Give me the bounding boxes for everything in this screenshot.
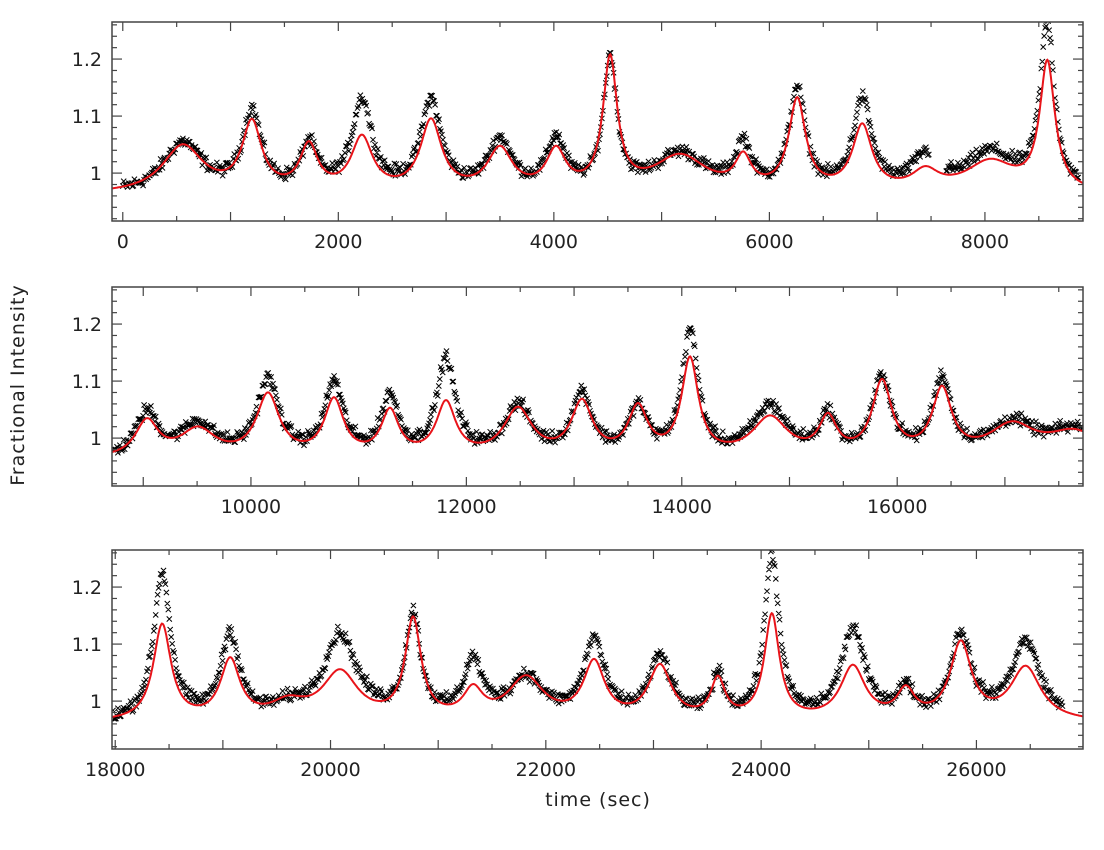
panel-frame — [111, 549, 1084, 750]
model-line — [112, 355, 1083, 454]
panel-3: 18000 20000 22000 24000 26000 1 1.1 1.2 — [72, 549, 1084, 781]
x-axis-label: time (sec) — [545, 789, 651, 811]
x-tick-label: 14000 — [652, 496, 712, 518]
x-tick-label: 10000 — [221, 496, 281, 518]
y-tick-label: 1 — [90, 691, 102, 713]
x-tick-label: 22000 — [516, 759, 576, 781]
y-tick-label: 1.1 — [72, 371, 102, 393]
y-tick-label: 1.2 — [72, 314, 102, 336]
x-tick-label: 6000 — [745, 231, 793, 253]
model-line — [112, 52, 1083, 190]
y-tick-label: 1.1 — [72, 106, 102, 128]
panel-frame — [111, 21, 1084, 222]
panel-1: 0 2000 4000 6000 8000 1 1.1 1.2 — [72, 21, 1084, 253]
x-tick-label: 8000 — [961, 231, 1009, 253]
x-tick-label: 24000 — [731, 759, 791, 781]
panel-frame — [111, 286, 1084, 487]
x-tick-label: 12000 — [436, 496, 496, 518]
y-tick-label: 1.1 — [72, 634, 102, 656]
x-tick-label: 18000 — [85, 759, 145, 781]
x-tick-label: 0 — [117, 231, 129, 253]
model-line — [112, 611, 1083, 718]
x-tick-label: 2000 — [314, 231, 362, 253]
x-tick-label: 26000 — [946, 759, 1006, 781]
y-tick-label: 1 — [90, 428, 102, 450]
panel-2: 10000 12000 14000 16000 1 1.1 1.2 — [72, 286, 1084, 518]
x-tick-label: 20000 — [300, 759, 360, 781]
x-tick-label: 4000 — [530, 231, 578, 253]
x-tick-label: 16000 — [867, 496, 927, 518]
y-tick-label: 1 — [90, 163, 102, 185]
y-tick-label: 1.2 — [72, 49, 102, 71]
data-points — [112, 550, 1066, 722]
y-axis-label: Fractional Intensity — [7, 284, 29, 486]
data-points — [119, 22, 1082, 191]
y-tick-label: 1.2 — [72, 577, 102, 599]
